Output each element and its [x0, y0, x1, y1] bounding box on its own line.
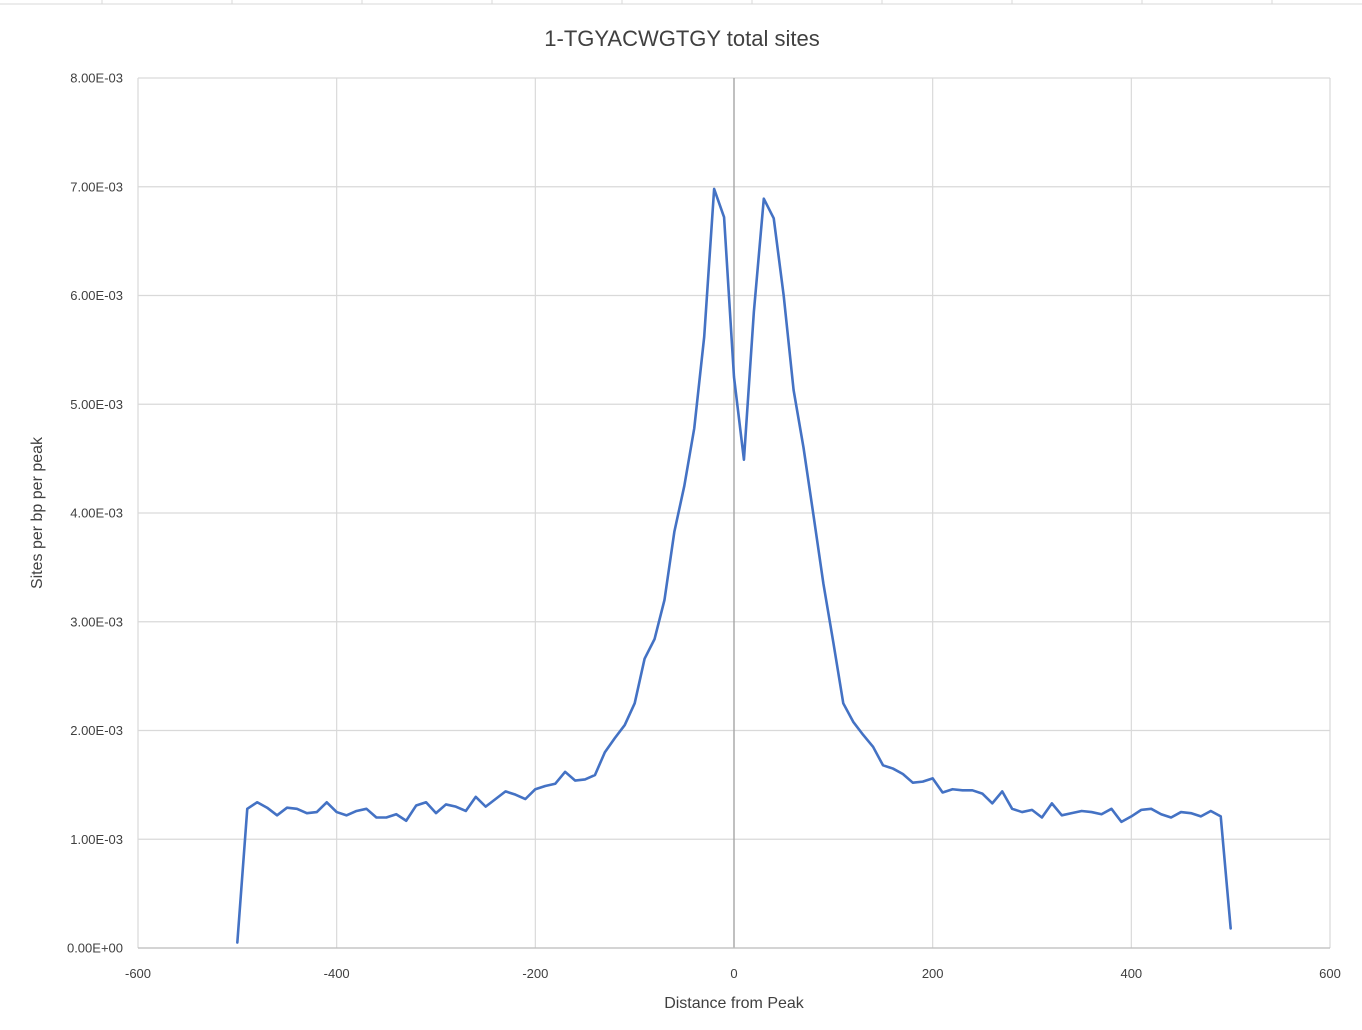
- y-tick-label: 3.00E-03: [70, 614, 123, 629]
- y-tick-label: 5.00E-03: [70, 397, 123, 412]
- x-tick-label: 0: [730, 966, 737, 981]
- series-line: [236, 187, 1232, 944]
- top-frame-ticks: [0, 0, 1362, 5]
- y-tick-label: 2.00E-03: [70, 723, 123, 738]
- y-tick-label: 1.00E-03: [70, 832, 123, 847]
- y-tick-label: 8.00E-03: [70, 71, 123, 86]
- x-tick-label: -200: [522, 966, 548, 981]
- chart-title: 1-TGYACWGTGY total sites: [544, 26, 819, 51]
- x-tick-label: -600: [125, 966, 151, 981]
- y-tick-label: 6.00E-03: [70, 288, 123, 303]
- series-layer: [236, 187, 1232, 944]
- x-axis-label: Distance from Peak: [664, 995, 805, 1012]
- y-tick-label: 7.00E-03: [70, 179, 123, 194]
- x-tick-label: 400: [1120, 966, 1142, 981]
- x-tick-label: 600: [1319, 966, 1341, 981]
- grid-lines: [137, 77, 1331, 949]
- y-tick-label: 4.00E-03: [70, 506, 123, 521]
- x-tick-label: -400: [324, 966, 350, 981]
- tick-labels: 0.00E+00 1.00E-03 2.00E-03 3.00E-03 4.00E-03…: [67, 71, 1341, 982]
- y-tick-label: 0.00E+00: [67, 941, 123, 956]
- y-axis-label: Sites per bp per peak: [29, 436, 46, 589]
- x-tick-label: 200: [922, 966, 944, 981]
